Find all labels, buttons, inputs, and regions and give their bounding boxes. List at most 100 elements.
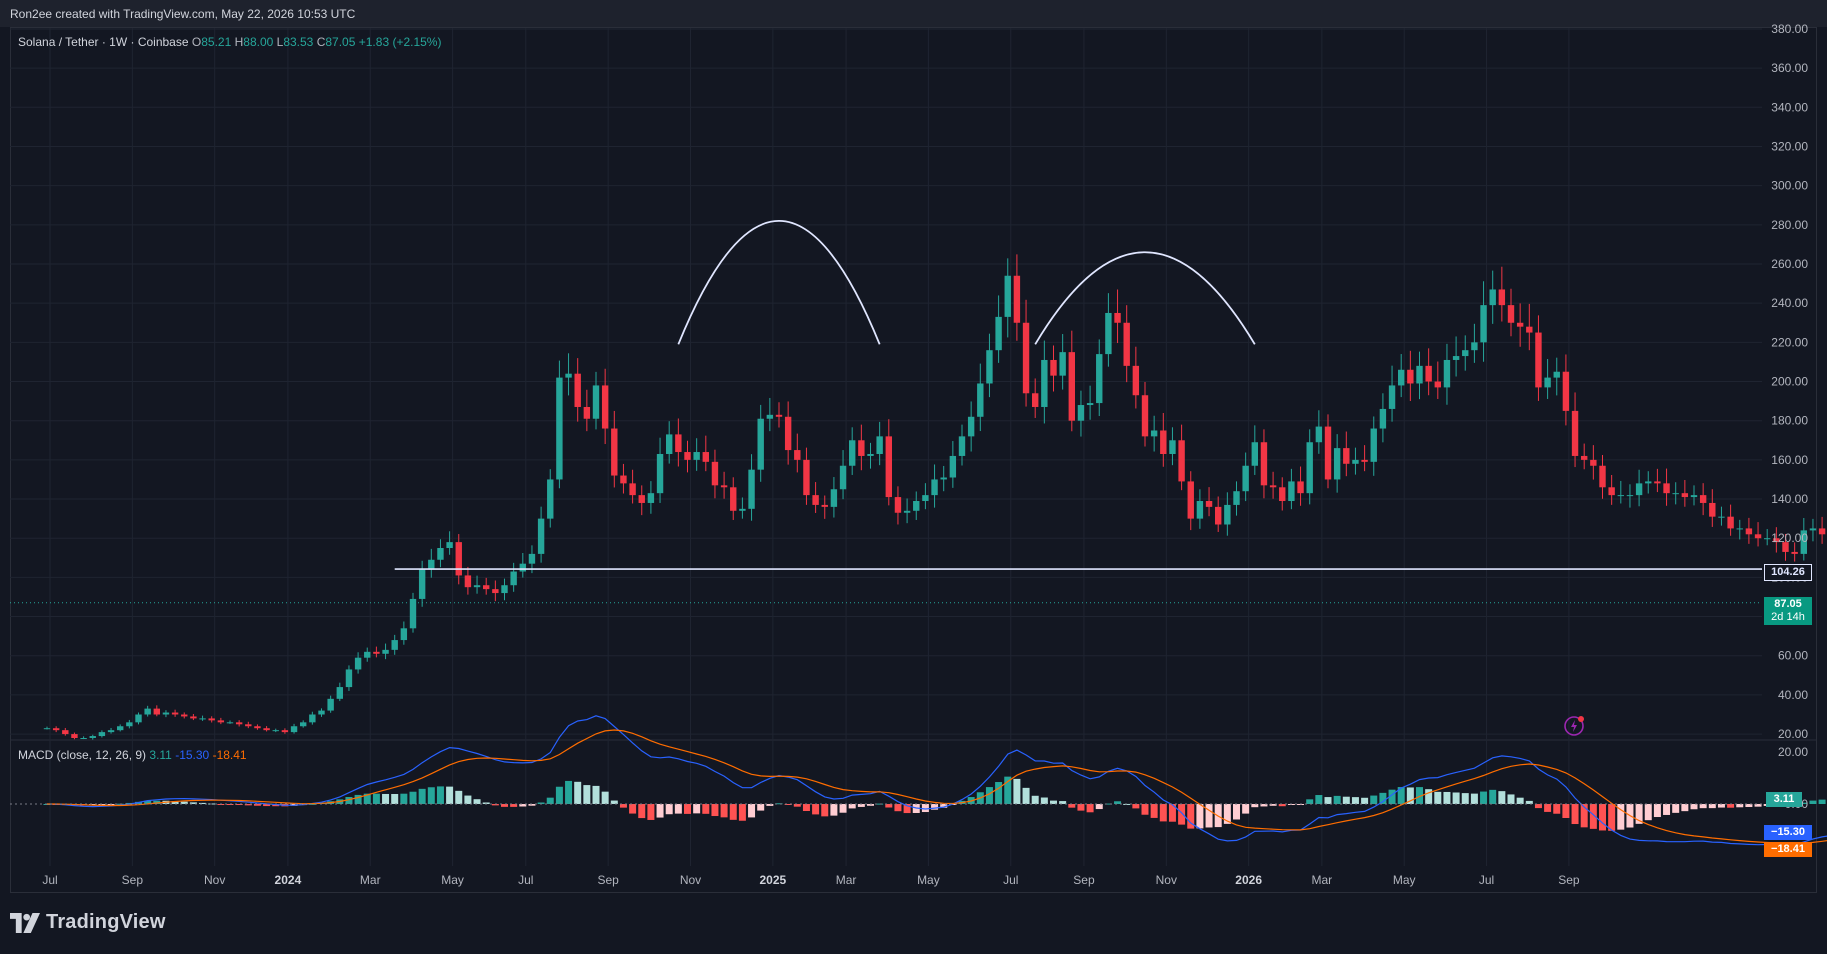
candle-body xyxy=(1782,542,1789,552)
candle-body xyxy=(638,495,645,503)
macd-hist-bar xyxy=(1251,804,1259,808)
bar-countdown: 2d 14h xyxy=(1771,611,1805,623)
candle-body xyxy=(1599,465,1606,488)
signal-line-value: -18.41 xyxy=(212,748,247,762)
time-tick-label: Nov xyxy=(1156,873,1177,887)
macd-hist-bar xyxy=(1278,804,1286,807)
macd-hist-bar xyxy=(1717,804,1725,808)
candle-body xyxy=(1068,352,1075,421)
low-label: L xyxy=(276,35,284,49)
candle-body xyxy=(583,406,591,419)
candle-body xyxy=(1233,491,1240,505)
candle-body xyxy=(309,714,316,723)
candle-body xyxy=(1050,359,1057,376)
macd-hist-bar xyxy=(354,794,362,804)
macd-hist-bar xyxy=(1470,793,1478,804)
signal-line-tag: −18.41 xyxy=(1764,842,1812,857)
alert-icon[interactable] xyxy=(1563,715,1585,737)
macd-hist-bar xyxy=(244,804,252,806)
candle-body xyxy=(1196,501,1204,519)
candle-body xyxy=(446,542,453,549)
tradingview-logo[interactable]: TradingView xyxy=(10,911,166,934)
candle-body xyxy=(1480,305,1487,343)
macd-hist-bar xyxy=(263,804,271,807)
candle-body xyxy=(1526,326,1533,333)
macd-hist-bar xyxy=(903,804,911,814)
macd-hist-bar xyxy=(784,804,792,805)
macd-hist-bar xyxy=(1306,799,1314,804)
candle-body xyxy=(601,385,609,429)
macd-hist-bar xyxy=(592,785,600,804)
macd-hist-bar xyxy=(1242,804,1250,814)
candle-body xyxy=(1571,410,1579,456)
candle-body xyxy=(400,628,408,641)
time-tick-label: Sep xyxy=(597,873,619,887)
candle-body xyxy=(510,571,517,586)
candle-body xyxy=(144,708,151,715)
macd-hist-bar xyxy=(857,804,865,807)
macd-legend[interactable]: MACD (close, 12, 26, 9) 3.11 -15.30 -18.… xyxy=(18,748,247,762)
candle-body xyxy=(1132,365,1140,396)
macd-label[interactable]: MACD (close, 12, 26, 9) xyxy=(18,748,147,762)
macd-hist-bar xyxy=(272,804,280,807)
candle-body xyxy=(867,453,874,456)
candle-body xyxy=(1004,275,1011,317)
candles xyxy=(43,254,1826,740)
candle-body xyxy=(592,385,600,419)
macd-hist-bar xyxy=(583,785,591,804)
candle-body xyxy=(1169,440,1176,454)
macd-hist-bar xyxy=(501,804,508,807)
candle-body xyxy=(1452,356,1460,360)
macd-hist-bar xyxy=(1461,793,1469,804)
candle-body xyxy=(235,722,243,725)
macd-hist-bar xyxy=(985,787,993,804)
macd-hist-bar xyxy=(1498,791,1506,804)
candle-body xyxy=(1425,365,1432,382)
candle-body xyxy=(1709,502,1716,517)
candle-body xyxy=(1379,408,1387,429)
macd-hist-bar xyxy=(1315,795,1323,804)
candle-body xyxy=(666,434,673,454)
candle-body xyxy=(684,452,691,460)
candle-body xyxy=(556,377,563,480)
candle-body xyxy=(1352,459,1359,464)
signal-line xyxy=(47,729,1827,845)
candle-body xyxy=(903,510,911,513)
candle-body xyxy=(1041,359,1048,407)
macd-hist-bar xyxy=(1114,801,1122,804)
macd-hist-bar xyxy=(885,804,893,808)
annotations xyxy=(10,220,1762,604)
candle-body xyxy=(1800,530,1807,554)
macd-hist-bar xyxy=(1269,804,1277,806)
candle-body xyxy=(1434,381,1441,388)
macd-hist-bar xyxy=(537,802,545,804)
symbol-legend[interactable]: Solana / Tether · 1W · Coinbase O85.21 H… xyxy=(18,35,441,49)
macd-hist-bar xyxy=(1150,804,1158,818)
candle-body xyxy=(1315,426,1323,443)
candle-body xyxy=(958,436,966,456)
candle-body xyxy=(1077,405,1085,421)
candle-body xyxy=(858,440,865,456)
candle-body xyxy=(620,475,627,484)
candle-body xyxy=(473,585,481,588)
macd-hist-bar xyxy=(1379,792,1387,804)
candle-body xyxy=(437,548,444,560)
macd-hist-bar xyxy=(684,804,691,814)
candle-body xyxy=(455,542,462,576)
macd-hist-bar xyxy=(748,804,756,818)
candle-body xyxy=(812,495,819,505)
price-change: +1.83 (+2.15%) xyxy=(358,35,442,49)
symbol-name[interactable]: Solana / Tether · 1W · Coinbase xyxy=(18,35,189,49)
macd-hist-bar xyxy=(1580,804,1588,828)
macd-hist-bar xyxy=(1233,804,1240,820)
macd-hist-bar xyxy=(1370,795,1378,804)
candle-body xyxy=(1507,305,1515,323)
candle-body xyxy=(428,559,435,570)
candle-body xyxy=(409,598,417,629)
candle-body xyxy=(1215,506,1222,525)
macd-hist-bar xyxy=(1644,804,1652,821)
candle-body xyxy=(1764,538,1771,540)
macd-hist-bar xyxy=(464,795,472,804)
candle-body xyxy=(1654,481,1661,484)
